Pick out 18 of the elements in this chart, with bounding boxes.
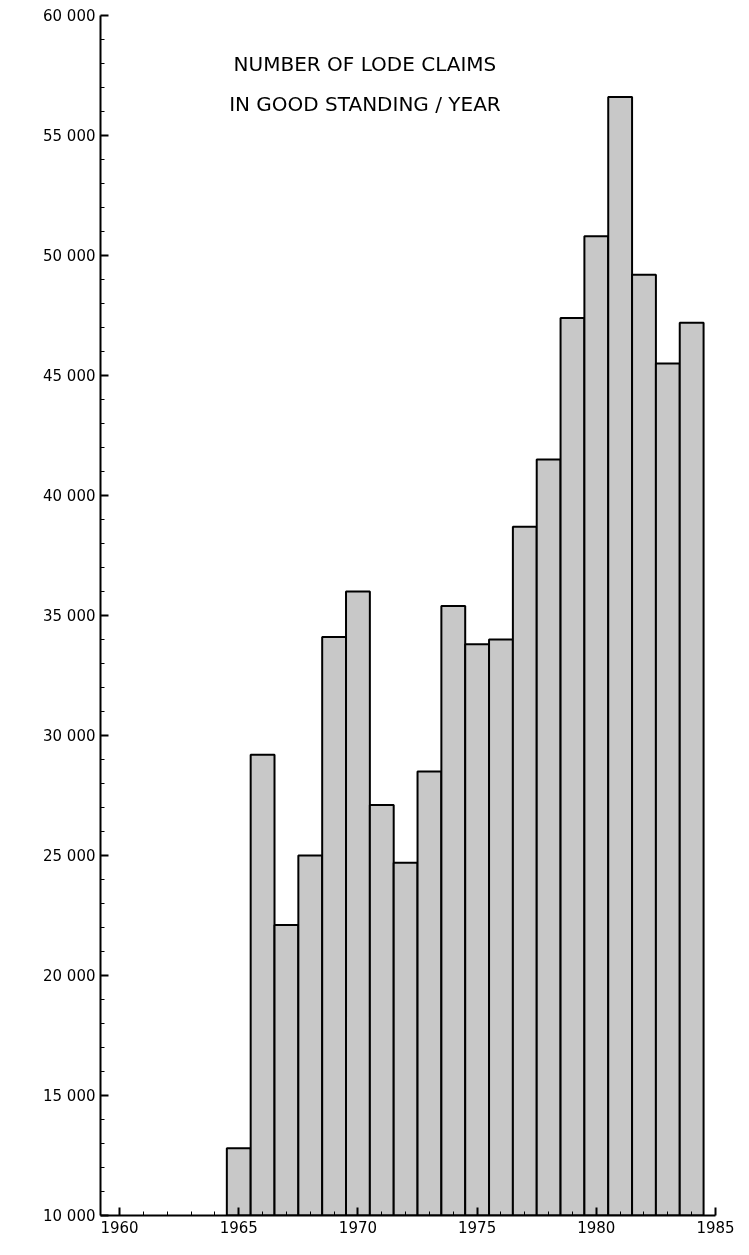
y-tick-label: 15 000 [43, 1086, 96, 1105]
x-tick-label: 1985 [696, 1218, 735, 1237]
y-tick-label: 60 000 [43, 6, 96, 25]
y-tick-label: 35 000 [43, 606, 96, 625]
y-tick-label: 40 000 [43, 486, 96, 505]
y-tick-label: 45 000 [43, 366, 96, 385]
x-tick-label: 1980 [577, 1218, 616, 1237]
x-tick-label: 1965 [219, 1218, 258, 1237]
text: NUMBER OF LODE CLAIMS IN GOOD STANDING / YEAR [229, 51, 501, 117]
y-tick-label: 10 000 [43, 1206, 96, 1225]
x-tick-label: 1970 [338, 1218, 378, 1237]
y-tick-label: 50 000 [43, 246, 96, 265]
y-tick-label: 25 000 [43, 846, 96, 865]
y-tick-label: 55 000 [43, 126, 96, 145]
y-tick-label: 20 000 [43, 966, 96, 985]
y-tick-label: 30 000 [43, 726, 96, 745]
x-tick-label: 1975 [458, 1218, 497, 1237]
x-tick-label: 1960 [100, 1218, 139, 1237]
